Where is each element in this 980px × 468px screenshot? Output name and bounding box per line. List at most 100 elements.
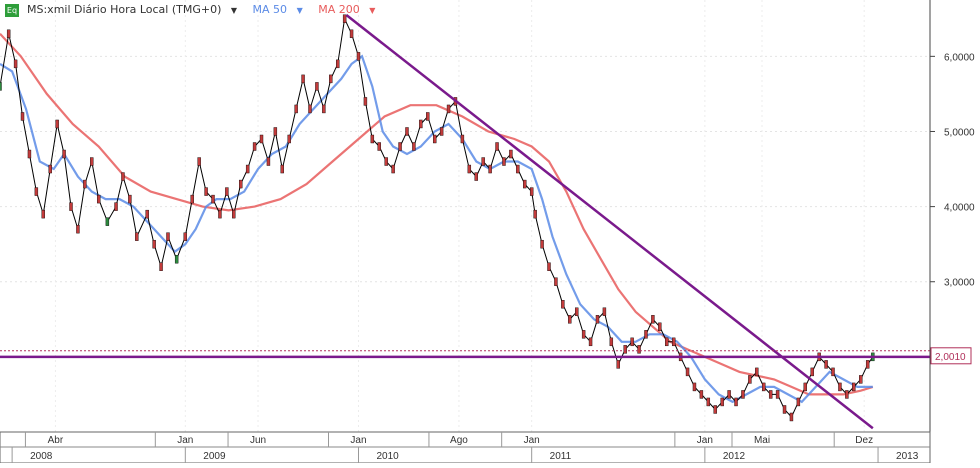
price-candle: [114, 202, 118, 211]
price-candle: [630, 337, 634, 347]
series-layer: [0, 14, 930, 430]
price-candle: [145, 209, 149, 219]
axis-panel-background: [930, 0, 980, 463]
legend-ma200[interactable]: MA 200 ▼: [318, 3, 376, 16]
price-candle: [204, 187, 208, 196]
price-candle: [377, 142, 381, 151]
ma50-line: [0, 54, 873, 404]
price-candle: [439, 127, 444, 136]
price-candle: [225, 187, 229, 196]
legend-symbol[interactable]: MS:xmil Diário Hora Local (TMG+0) ▼: [27, 3, 238, 16]
x-month-label: Jan: [697, 435, 713, 446]
downtrend-line[interactable]: [345, 14, 874, 430]
price-candle: [838, 382, 842, 392]
price-candle: [796, 397, 801, 407]
price-candle: [190, 194, 194, 204]
price-candle: [239, 179, 243, 189]
x-month-label: Jan: [524, 435, 540, 446]
price-candle: [467, 164, 472, 174]
chart-legend: MS:xmil Diário Hora Local (TMG+0) ▼ MA 5…: [27, 3, 387, 16]
price-candle: [547, 262, 551, 271]
price-candle: [259, 134, 264, 144]
dropdown-arrow-icon[interactable]: ▼: [230, 5, 238, 15]
price-candle: [523, 179, 527, 189]
price-candle: [152, 239, 156, 249]
price-candle: [97, 194, 101, 204]
price-candle: [568, 315, 572, 324]
price-candle: [720, 397, 724, 407]
plot-area-background: [0, 0, 930, 432]
price-candle: [644, 330, 648, 339]
legend-ma50[interactable]: MA 50 ▼: [252, 3, 303, 16]
price-candle: [768, 390, 773, 399]
x-month-label: Dez: [855, 435, 873, 446]
price-candle: [356, 52, 361, 61]
price-candle: [55, 119, 59, 129]
x-year-label: 2013: [896, 451, 919, 462]
x-year-label: 2008: [30, 451, 53, 462]
price-candle: [419, 119, 423, 129]
price-candle: [166, 232, 170, 241]
x-month-label: Jan: [177, 435, 193, 446]
price-candle: [412, 142, 416, 151]
price-candle: [266, 157, 271, 166]
x-year-label: 2010: [376, 451, 399, 462]
price-candle: [384, 157, 388, 166]
price-candle: [76, 224, 80, 234]
price-candle: [336, 59, 340, 69]
price-candle: [183, 232, 188, 241]
price-candle: [581, 330, 586, 339]
price-candle: [845, 390, 849, 399]
price-candle: [533, 209, 537, 219]
price-candle: [623, 345, 627, 354]
price-candle: [775, 390, 780, 399]
price-candle: [495, 142, 499, 151]
x-month-label: Jun: [250, 435, 266, 446]
current-price-label: 2,0010: [935, 352, 966, 363]
x-month-label: Abr: [48, 435, 64, 446]
y-tick-label: 5,0000: [944, 127, 975, 138]
x-month-label: Ago: [450, 435, 468, 446]
price-candle: [398, 142, 402, 151]
price-candle: [789, 412, 794, 422]
price-candle: [83, 179, 87, 189]
price-candle: [529, 187, 534, 196]
price-candle: [322, 104, 326, 114]
dropdown-arrow-icon[interactable]: ▼: [369, 5, 376, 15]
price-candle: [658, 322, 662, 332]
price-candle: [0, 82, 2, 91]
x-month-label: Mai: [754, 435, 770, 446]
price-candle: [287, 134, 291, 144]
price-candle: [692, 382, 697, 392]
price-candle: [741, 390, 745, 399]
price-candle: [105, 217, 110, 226]
price-candle: [174, 254, 179, 264]
price-candle: [121, 172, 125, 181]
price-candle: [852, 382, 856, 392]
price-candle: [671, 337, 676, 347]
price-candle: [34, 187, 39, 196]
price-candle: [294, 104, 298, 114]
x-month-label: Jan: [350, 435, 366, 446]
price-candle: [665, 337, 669, 347]
price-candle: [391, 164, 395, 174]
price-candle: [159, 262, 163, 271]
current-price-box: [930, 347, 972, 365]
price-candle: [218, 209, 222, 219]
price-candle: [713, 405, 717, 414]
price-candle: [245, 164, 250, 174]
price-candle: [6, 29, 11, 39]
price-candle: [426, 112, 430, 121]
price-candle: [685, 367, 690, 377]
price-candle: [308, 104, 312, 114]
price-candle: [27, 149, 32, 159]
price-candle: [13, 59, 18, 69]
price-candle: [699, 390, 704, 399]
equity-badge[interactable]: Eq: [5, 4, 19, 17]
dropdown-arrow-icon[interactable]: ▼: [296, 5, 303, 15]
price-candle: [460, 134, 465, 144]
price-candle: [62, 149, 66, 159]
price-candle: [90, 157, 94, 166]
